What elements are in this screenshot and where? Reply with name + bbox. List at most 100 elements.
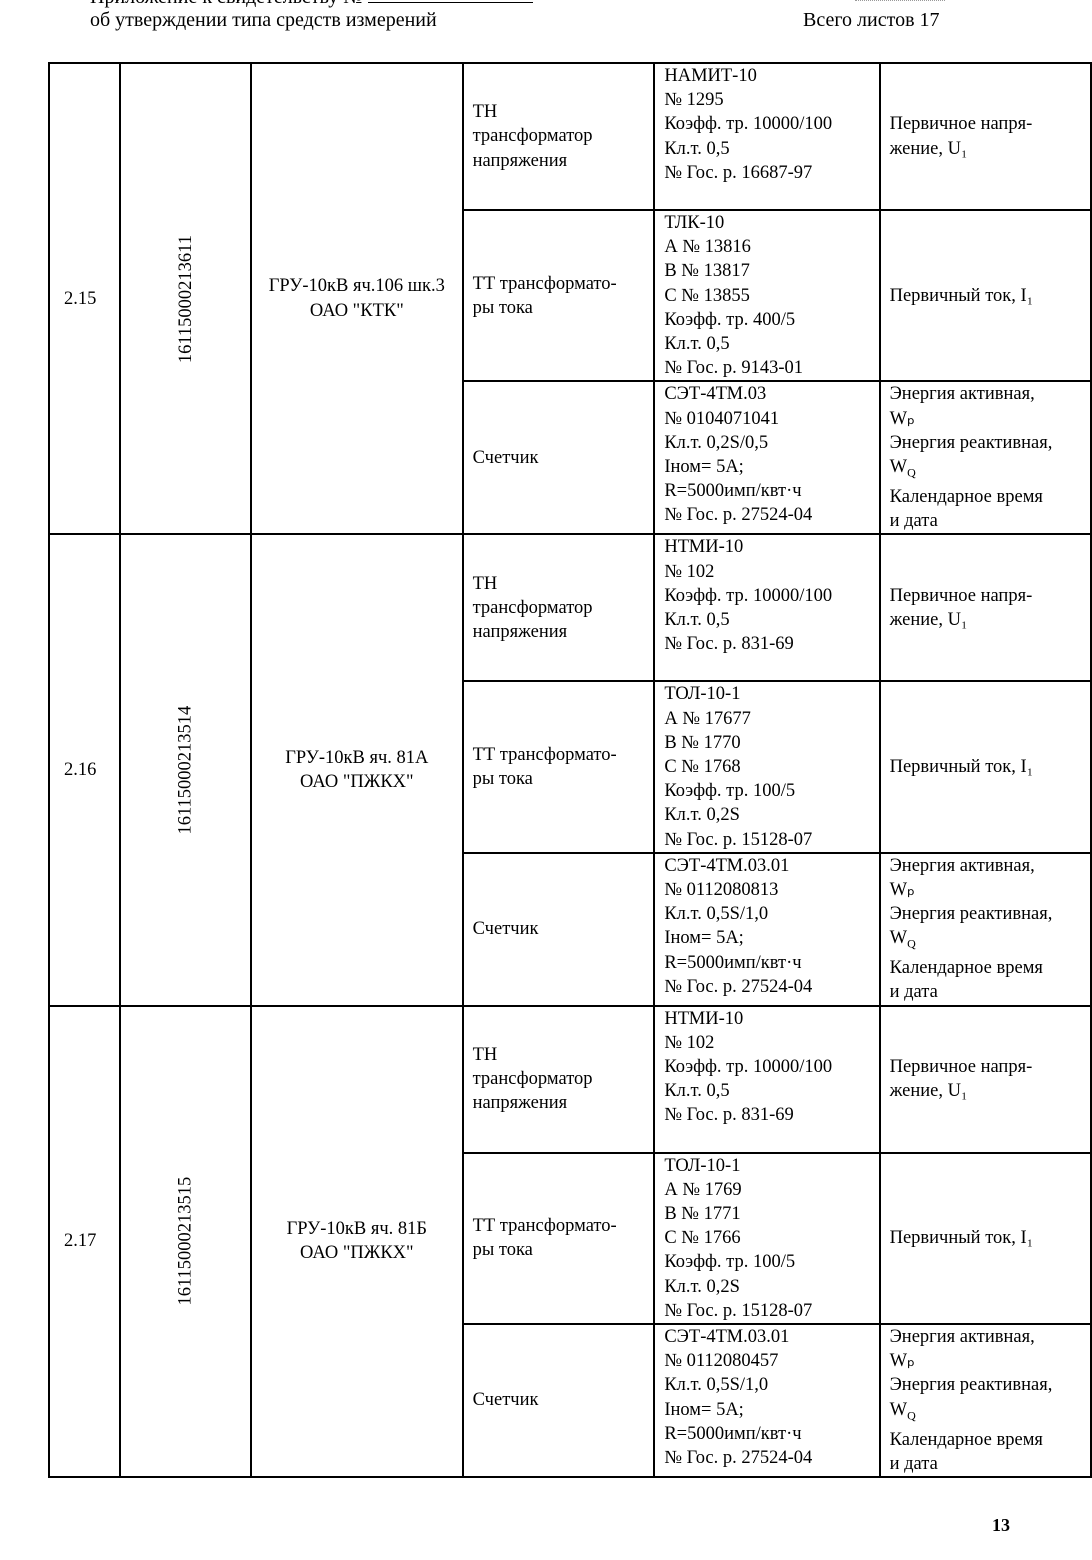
page-number: 13	[992, 1515, 1010, 1535]
cell-line: Коэфф. тр. 10000/100	[664, 1057, 833, 1078]
cell-line: Энергия активная,	[889, 855, 1035, 876]
cell-line: Энергия активная,	[889, 1327, 1035, 1348]
device-details-cell: ТОЛ-10-1 А № 1769 В № 1771 С № 1766 Коэфф. т…	[653, 1151, 881, 1326]
cell-line: ОАО "ПЖКХ"	[299, 771, 414, 792]
cell-line: Iном= 5А;	[664, 928, 744, 949]
cell-line: Первичное напря-	[889, 1056, 1033, 1077]
cell-line: № Гос. р. 16687-97	[664, 162, 813, 183]
cell-line: ГРУ-10кВ яч.106 шк.3	[268, 276, 445, 297]
device-type-cell: ТТ трансформато-ры тока	[461, 680, 656, 854]
cell-line: № 1295	[664, 90, 724, 111]
cell-line: Коэфф. тр. 10000/100	[664, 114, 833, 135]
cell-line: С № 1766	[664, 1228, 741, 1249]
cell-line: Кл.т. 0,2S/0,5	[664, 432, 769, 453]
cell-line: ГРУ-10кВ яч. 81А	[285, 747, 429, 768]
measured-quantity-cell: Первичное напря-жение, U₁	[878, 62, 1092, 211]
measured-quantity-cell: Энергия активная, Wₚ Энергия реактивная, WQ…	[878, 1323, 1092, 1478]
measured-quantity-cell: Первичное напря-жение, U₁	[878, 1004, 1092, 1154]
cell-line: и дата	[889, 511, 938, 532]
device-type-cell: Счетчик	[461, 1323, 656, 1478]
device-details-cell: СЭТ-4ТМ.03.01 № 0112080813 Кл.т. 0,5S/1,0 I…	[653, 851, 881, 1007]
cell-line: СЭТ-4ТМ.03.01	[664, 855, 790, 876]
cell-line: напряжения	[472, 1093, 568, 1114]
cell-line: № Гос. р. 831-69	[664, 1105, 794, 1126]
header-top-text: Приложение к свидетельству №	[90, 0, 362, 8]
cell-line: Iном= 5А;	[664, 1399, 744, 1420]
device-type-cell: Счетчик	[461, 380, 656, 536]
cell-line: № 102	[664, 1032, 715, 1053]
cell-line: Iном= 5А;	[664, 457, 744, 478]
cell-line: Календарное время	[889, 958, 1043, 979]
table-row: 2.17 16115000213515 ГРУ-10кВ яч. 81Б ОАО "П…	[47, 1004, 1092, 1478]
cell-line: и дата	[889, 982, 938, 1003]
cell-line: № Гос. р. 831-69	[664, 634, 794, 655]
cell-line: Кл.т. 0,5	[664, 1081, 730, 1102]
device-details-cell: СЭТ-4ТМ.03 № 0104071041 Кл.т. 0,2S/0,5 Iном…	[653, 380, 881, 536]
table-row: Счетчик СЭТ-4ТМ.03.01 № 0112080813 Кл.т. 0,…	[49, 851, 1092, 1007]
cell-line: Энергия активная,	[889, 384, 1035, 405]
cell-line: ры тока	[472, 297, 533, 318]
cell-line: ТОЛ-10-1	[664, 1155, 741, 1176]
device-details-cell: ТЛК-10 А № 13816 В № 13817 С № 13855 Коэфф. …	[653, 208, 881, 383]
cell-line: трансформатор	[472, 1069, 593, 1090]
cell-line: № Гос. р. 15128-07	[664, 1300, 813, 1321]
cell-line: № Гос. р. 15128-07	[664, 829, 813, 850]
item-number: 2.17	[47, 1004, 122, 1478]
cell-line: Кл.т. 0,2S	[664, 805, 740, 826]
device-type-cell: ТН трансформатор напряжения	[461, 533, 656, 683]
cell-line: ры тока	[472, 1240, 533, 1261]
item-code-cell: 16115000213514	[119, 533, 252, 1007]
cell-line: ТТ трансформато-	[472, 273, 617, 294]
cell-line: № Гос. р. 27524-04	[664, 505, 813, 526]
table-row: 2.15 16115000213611 ГРУ-10кВ яч.106 шк.3 ОА…	[47, 61, 1092, 536]
device-type-cell: ТТ трансформато-ры тока	[461, 1151, 656, 1326]
blank-field	[368, 2, 534, 3]
table-row: Счетчик СЭТ-4ТМ.03 № 0104071041 Кл.т. 0,2S/…	[49, 380, 1092, 536]
cell-line: НТМИ-10	[664, 537, 744, 558]
cell-line: ТН	[472, 1044, 498, 1065]
cell-line: Кл.т. 0,2S	[664, 1276, 740, 1297]
item-number: 2.15	[47, 61, 122, 536]
header-sheets: Всего листов 17	[803, 9, 940, 31]
cell-line: № 102	[664, 561, 715, 582]
cell-line: Календарное время	[889, 1429, 1043, 1450]
header-left: об утверждении типа средств измерений	[90, 9, 437, 31]
cell-line: Энергия реактивная,	[889, 1375, 1053, 1396]
cell-line: № Гос. р. 27524-04	[664, 976, 813, 997]
device-details-cell: НТМИ-10 № 102 Коэфф. тр. 10000/100 Кл.т. 0,…	[653, 1004, 881, 1154]
cell-line: и дата	[889, 1453, 938, 1474]
cell-line: № 0112080813	[664, 879, 779, 900]
measurement-table: 2.15 16115000213611 ГРУ-10кВ яч.106 шк.3 ОА…	[47, 61, 1092, 1478]
device-details-cell: НТМИ-10 № 102 Коэфф. тр. 10000/100 Кл.т. 0,…	[653, 533, 881, 683]
cell-line: Счетчик	[472, 447, 539, 468]
item-code: 16115000213515	[175, 1176, 196, 1306]
cell-line: Wₚ	[889, 408, 915, 429]
cell-line: ТОЛ-10-1	[664, 684, 741, 705]
table-row: ТТ трансформато-ры тока ТОЛ-10-1 А № 17677…	[49, 680, 1092, 854]
cell-line: ТН	[472, 573, 498, 594]
header-top-line: Приложение к свидетельству №	[90, 0, 534, 9]
cell-line: Кл.т. 0,5	[664, 334, 730, 355]
cell-line: № Гос. р. 9143-01	[664, 358, 804, 379]
measured-quantity-cell: Первичный ток, I₁	[878, 208, 1092, 383]
table-row: 2.16 16115000213514 ГРУ-10кВ яч. 81А ОАО "П…	[47, 533, 1092, 1007]
item-code-cell: 16115000213515	[119, 1004, 252, 1478]
measured-quantity-cell: Первичное напря-жение, U₁	[878, 533, 1092, 683]
cell-line: № Гос. р. 27524-04	[664, 1448, 813, 1469]
cell-line: Энергия реактивная,	[889, 432, 1053, 453]
cell-line: Коэфф. тр. 10000/100	[664, 585, 833, 606]
cell-line: Кл.т. 0,5	[664, 138, 730, 159]
cell-line: НТМИ-10	[664, 1008, 744, 1029]
cell-line: СЭТ-4ТМ.03	[664, 384, 767, 405]
cell-line: А № 13816	[664, 237, 751, 258]
location-cell: ГРУ-10кВ яч.106 шк.3 ОАО "КТК"	[250, 61, 464, 536]
cell-line: Счетчик	[472, 1390, 539, 1411]
cell-line: R=5000имп/квт·ч	[664, 481, 802, 502]
cell-line: Календарное время	[889, 486, 1043, 507]
cell-line: Коэфф. тр. 400/5	[664, 309, 796, 330]
cell-line: № 0112080457	[664, 1351, 779, 1372]
cell-line: трансформатор	[472, 597, 593, 618]
cell-line: WQ	[889, 1399, 916, 1423]
item-code-cell: 16115000213611	[119, 61, 252, 536]
cell-line: Счетчик	[472, 919, 539, 940]
